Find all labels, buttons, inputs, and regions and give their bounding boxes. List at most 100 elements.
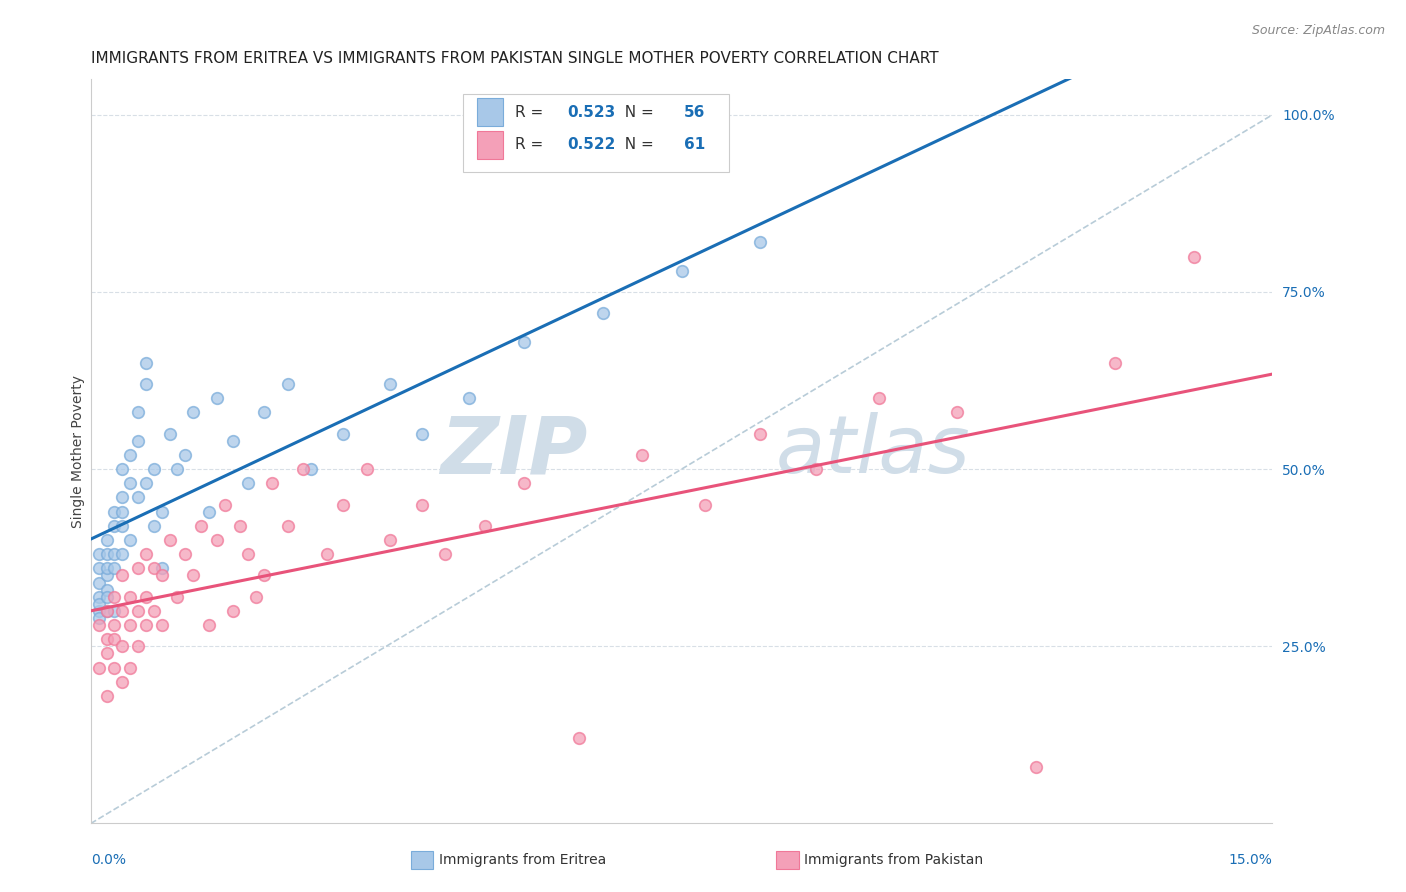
Text: 0.0%: 0.0%	[91, 854, 125, 867]
Point	[260, 476, 283, 491]
Point	[111, 674, 134, 689]
Text: Immigrants from Pakistan: Immigrants from Pakistan	[804, 853, 983, 867]
Point	[221, 604, 243, 618]
Point	[103, 618, 125, 632]
Point	[190, 518, 212, 533]
Point	[198, 618, 221, 632]
Text: 0.523: 0.523	[567, 104, 616, 120]
Point	[316, 547, 339, 561]
Point	[87, 611, 110, 625]
Point	[111, 491, 134, 505]
Point	[434, 547, 457, 561]
Point	[174, 547, 197, 561]
Point	[332, 426, 354, 441]
Point	[253, 405, 276, 419]
Point	[142, 604, 165, 618]
Point	[96, 590, 118, 604]
Point	[87, 547, 110, 561]
Point	[135, 547, 157, 561]
Point	[96, 533, 118, 547]
Point	[181, 568, 204, 582]
Point	[238, 547, 260, 561]
Point	[332, 498, 354, 512]
Point	[277, 377, 299, 392]
Point	[120, 476, 142, 491]
Point	[142, 518, 165, 533]
Point	[111, 547, 134, 561]
Point	[111, 462, 134, 476]
Point	[127, 640, 149, 654]
Point	[127, 491, 149, 505]
Point	[96, 632, 118, 647]
Point	[111, 505, 134, 519]
Point	[299, 462, 322, 476]
Point	[127, 604, 149, 618]
Point	[253, 568, 276, 582]
Point	[159, 426, 181, 441]
Text: IMMIGRANTS FROM ERITREA VS IMMIGRANTS FROM PAKISTAN SINGLE MOTHER POVERTY CORREL: IMMIGRANTS FROM ERITREA VS IMMIGRANTS FR…	[91, 51, 938, 66]
Point	[749, 235, 772, 250]
Point	[568, 731, 591, 746]
Point	[277, 518, 299, 533]
Point	[103, 561, 125, 575]
Point	[135, 377, 157, 392]
Point	[103, 632, 125, 647]
Point	[205, 391, 228, 405]
Point	[96, 604, 118, 618]
Point	[96, 568, 118, 582]
Point	[103, 590, 125, 604]
Text: 0.522: 0.522	[567, 137, 616, 153]
Point	[695, 498, 717, 512]
Point	[120, 448, 142, 462]
Point	[87, 604, 110, 618]
Point	[87, 590, 110, 604]
Text: 61: 61	[683, 137, 706, 153]
Point	[513, 476, 536, 491]
Point	[671, 263, 693, 277]
Bar	[477, 131, 503, 159]
Point	[205, 533, 228, 547]
Point	[111, 640, 134, 654]
Point	[103, 604, 125, 618]
Point	[96, 604, 118, 618]
Point	[356, 462, 378, 476]
Text: R =: R =	[515, 137, 548, 153]
Point	[174, 448, 197, 462]
Point	[103, 547, 125, 561]
Point	[592, 306, 614, 320]
Point	[111, 604, 134, 618]
Y-axis label: Single Mother Poverty: Single Mother Poverty	[72, 375, 86, 528]
FancyBboxPatch shape	[463, 95, 728, 172]
Point	[474, 518, 496, 533]
Point	[120, 660, 142, 674]
Text: N =: N =	[616, 104, 659, 120]
Point	[214, 498, 236, 512]
Point	[221, 434, 243, 448]
Point	[135, 476, 157, 491]
Point	[127, 561, 149, 575]
Point	[198, 505, 221, 519]
Text: R =: R =	[515, 104, 548, 120]
Point	[103, 505, 125, 519]
Point	[166, 462, 188, 476]
Text: ZIP: ZIP	[440, 412, 588, 491]
Point	[150, 505, 173, 519]
Point	[120, 618, 142, 632]
Point	[111, 518, 134, 533]
Point	[111, 568, 134, 582]
Text: N =: N =	[616, 137, 659, 153]
Point	[1182, 250, 1205, 264]
Point	[804, 462, 827, 476]
Point	[135, 356, 157, 370]
Point	[946, 405, 969, 419]
Point	[87, 575, 110, 590]
Point	[868, 391, 890, 405]
Point	[87, 597, 110, 611]
Point	[150, 568, 173, 582]
Point	[120, 590, 142, 604]
Point	[103, 660, 125, 674]
Point	[411, 498, 433, 512]
Point	[378, 533, 401, 547]
Point	[135, 590, 157, 604]
Point	[378, 377, 401, 392]
